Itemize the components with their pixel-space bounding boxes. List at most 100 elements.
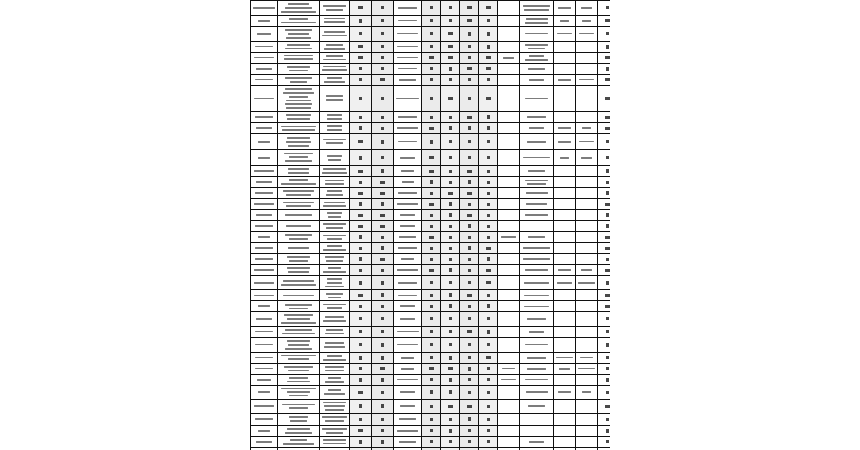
cell-col-v4[interactable]: [440, 51, 460, 64]
cell-col-note3[interactable]: [553, 435, 576, 448]
cell-col-v4[interactable]: [440, 73, 460, 86]
cell-col-note3[interactable]: [553, 0, 576, 16]
table-row[interactable]: [250, 435, 610, 448]
cell-col-note1[interactable]: [497, 122, 520, 135]
table-row[interactable]: [250, 25, 610, 42]
cell-col-v3[interactable]: [421, 231, 441, 244]
cell-col-note2[interactable]: [519, 325, 554, 338]
cell-col-v2[interactable]: [371, 373, 394, 386]
cell-col-note1[interactable]: [497, 289, 520, 302]
cell-col-note1[interactable]: [497, 187, 520, 200]
cell-col-note4[interactable]: [575, 264, 598, 277]
cell-col-v1[interactable]: [349, 220, 372, 233]
cell-col-v1[interactable]: [349, 165, 372, 178]
cell-col-v6[interactable]: [478, 373, 498, 386]
cell-col-code[interactable]: [393, 187, 422, 200]
cell-col-note2[interactable]: [519, 62, 554, 75]
cell-col-type[interactable]: [319, 0, 350, 16]
cell-col-v2[interactable]: [371, 14, 394, 27]
cell-col-v5[interactable]: [459, 73, 479, 86]
cell-col-v1[interactable]: [349, 253, 372, 266]
table-row[interactable]: [250, 187, 610, 200]
cell-col-v6[interactable]: [478, 84, 498, 113]
cell-col-name[interactable]: [277, 373, 320, 386]
cell-col-v6[interactable]: [478, 435, 498, 448]
cell-col-v1[interactable]: [349, 0, 372, 16]
cell-col-note4[interactable]: [575, 40, 598, 53]
cell-col-code[interactable]: [393, 435, 422, 448]
cell-col-note4[interactable]: [575, 62, 598, 75]
cell-col-code[interactable]: [393, 398, 422, 414]
cell-col-v6[interactable]: [478, 362, 498, 375]
cell-col-id[interactable]: [250, 122, 278, 135]
cell-col-code[interactable]: [393, 62, 422, 75]
cell-col-type[interactable]: [319, 362, 350, 375]
cell-col-note4[interactable]: [575, 275, 598, 291]
cell-col-v1[interactable]: [349, 122, 372, 135]
cell-col-v3[interactable]: [421, 62, 441, 75]
cell-col-v4[interactable]: [440, 122, 460, 135]
cell-col-v1[interactable]: [349, 111, 372, 124]
cell-col-note2[interactable]: [519, 398, 554, 414]
cell-col-v3[interactable]: [421, 187, 441, 200]
cell-col-v6[interactable]: [478, 311, 498, 327]
cell-col-name[interactable]: [277, 231, 320, 244]
cell-col-note4[interactable]: [575, 424, 598, 437]
cell-col-note4[interactable]: [575, 14, 598, 27]
cell-col-type[interactable]: [319, 84, 350, 113]
cell-col-id[interactable]: [250, 0, 278, 16]
cell-col-note1[interactable]: [497, 0, 520, 16]
cell-col-note1[interactable]: [497, 231, 520, 244]
cell-col-v2[interactable]: [371, 62, 394, 75]
cell-col-v5[interactable]: [459, 311, 479, 327]
cell-col-v4[interactable]: [440, 133, 460, 151]
cell-col-v3[interactable]: [421, 133, 441, 151]
cell-col-note2[interactable]: [519, 133, 554, 151]
cell-col-v6[interactable]: [478, 220, 498, 233]
cell-col-v3[interactable]: [421, 362, 441, 375]
cell-col-v6[interactable]: [478, 176, 498, 189]
cell-col-v5[interactable]: [459, 362, 479, 375]
cell-col-note1[interactable]: [497, 84, 520, 113]
cell-col-note2[interactable]: [519, 412, 554, 426]
cell-col-v6[interactable]: [478, 165, 498, 178]
cell-col-v2[interactable]: [371, 209, 394, 222]
cell-col-v1[interactable]: [349, 84, 372, 113]
cell-col-note4[interactable]: [575, 373, 598, 386]
cell-col-v4[interactable]: [440, 398, 460, 414]
cell-col-v2[interactable]: [371, 149, 394, 167]
cell-col-v2[interactable]: [371, 300, 394, 313]
cell-col-v1[interactable]: [349, 149, 372, 167]
cell-col-note4[interactable]: [575, 149, 598, 167]
cell-col-flag[interactable]: [597, 14, 610, 27]
cell-col-id[interactable]: [250, 149, 278, 167]
cell-col-v5[interactable]: [459, 398, 479, 414]
cell-col-v3[interactable]: [421, 253, 441, 266]
cell-col-code[interactable]: [393, 14, 422, 27]
cell-col-note4[interactable]: [575, 187, 598, 200]
cell-col-v5[interactable]: [459, 435, 479, 448]
cell-col-id[interactable]: [250, 176, 278, 189]
cell-col-v2[interactable]: [371, 40, 394, 53]
cell-col-v6[interactable]: [478, 412, 498, 426]
table-row[interactable]: [250, 176, 610, 189]
cell-col-id[interactable]: [250, 424, 278, 437]
cell-col-v3[interactable]: [421, 384, 441, 400]
cell-col-type[interactable]: [319, 412, 350, 426]
cell-col-v2[interactable]: [371, 435, 394, 448]
cell-col-name[interactable]: [277, 25, 320, 42]
cell-col-note3[interactable]: [553, 275, 576, 291]
cell-col-v3[interactable]: [421, 275, 441, 291]
cell-col-note4[interactable]: [575, 198, 598, 211]
cell-col-v4[interactable]: [440, 373, 460, 386]
cell-col-note4[interactable]: [575, 133, 598, 151]
cell-col-name[interactable]: [277, 275, 320, 291]
cell-col-v6[interactable]: [478, 209, 498, 222]
cell-col-note3[interactable]: [553, 51, 576, 64]
cell-col-type[interactable]: [319, 122, 350, 135]
cell-col-flag[interactable]: [597, 398, 610, 414]
cell-col-v3[interactable]: [421, 264, 441, 277]
cell-col-type[interactable]: [319, 325, 350, 338]
cell-col-note3[interactable]: [553, 209, 576, 222]
table-row[interactable]: [250, 253, 610, 266]
